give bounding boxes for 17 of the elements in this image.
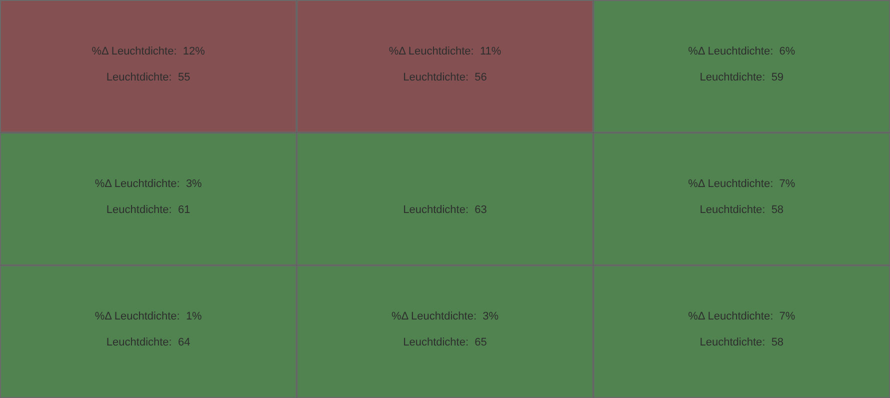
annotation: %Δ Leuchtdichte: 3% (94, 178, 202, 190)
data-label: Leuchtdichte: 58 (700, 336, 784, 349)
data-label: Leuchtdichte: 63 (403, 204, 487, 216)
annotation: %Δ Leuchtdichte: 7% (688, 310, 796, 323)
annotation: %Δ Leuchtdichte: 12% (92, 45, 206, 58)
annotation: %Δ Leuchtdichte: 3% (391, 310, 499, 323)
data-label: Leuchtdichte: 59 (700, 71, 784, 84)
data-label: Leuchtdichte: 58 (700, 204, 784, 216)
data-label: Leuchtdichte: 65 (403, 336, 487, 349)
data-label: Leuchtdichte: 61 (106, 204, 190, 216)
annotation: %Δ Leuchtdichte: 6% (688, 45, 796, 58)
annotation: %Δ Leuchtdichte: 1% (94, 310, 202, 323)
annotation: %Δ Leuchtdichte: 7% (688, 178, 796, 190)
annotation: %Δ Leuchtdichte: 11% (388, 45, 502, 58)
data-label: Leuchtdichte: 64 (106, 336, 190, 349)
data-label: Leuchtdichte: 55 (106, 71, 190, 84)
data-label: Leuchtdichte: 56 (403, 71, 487, 84)
